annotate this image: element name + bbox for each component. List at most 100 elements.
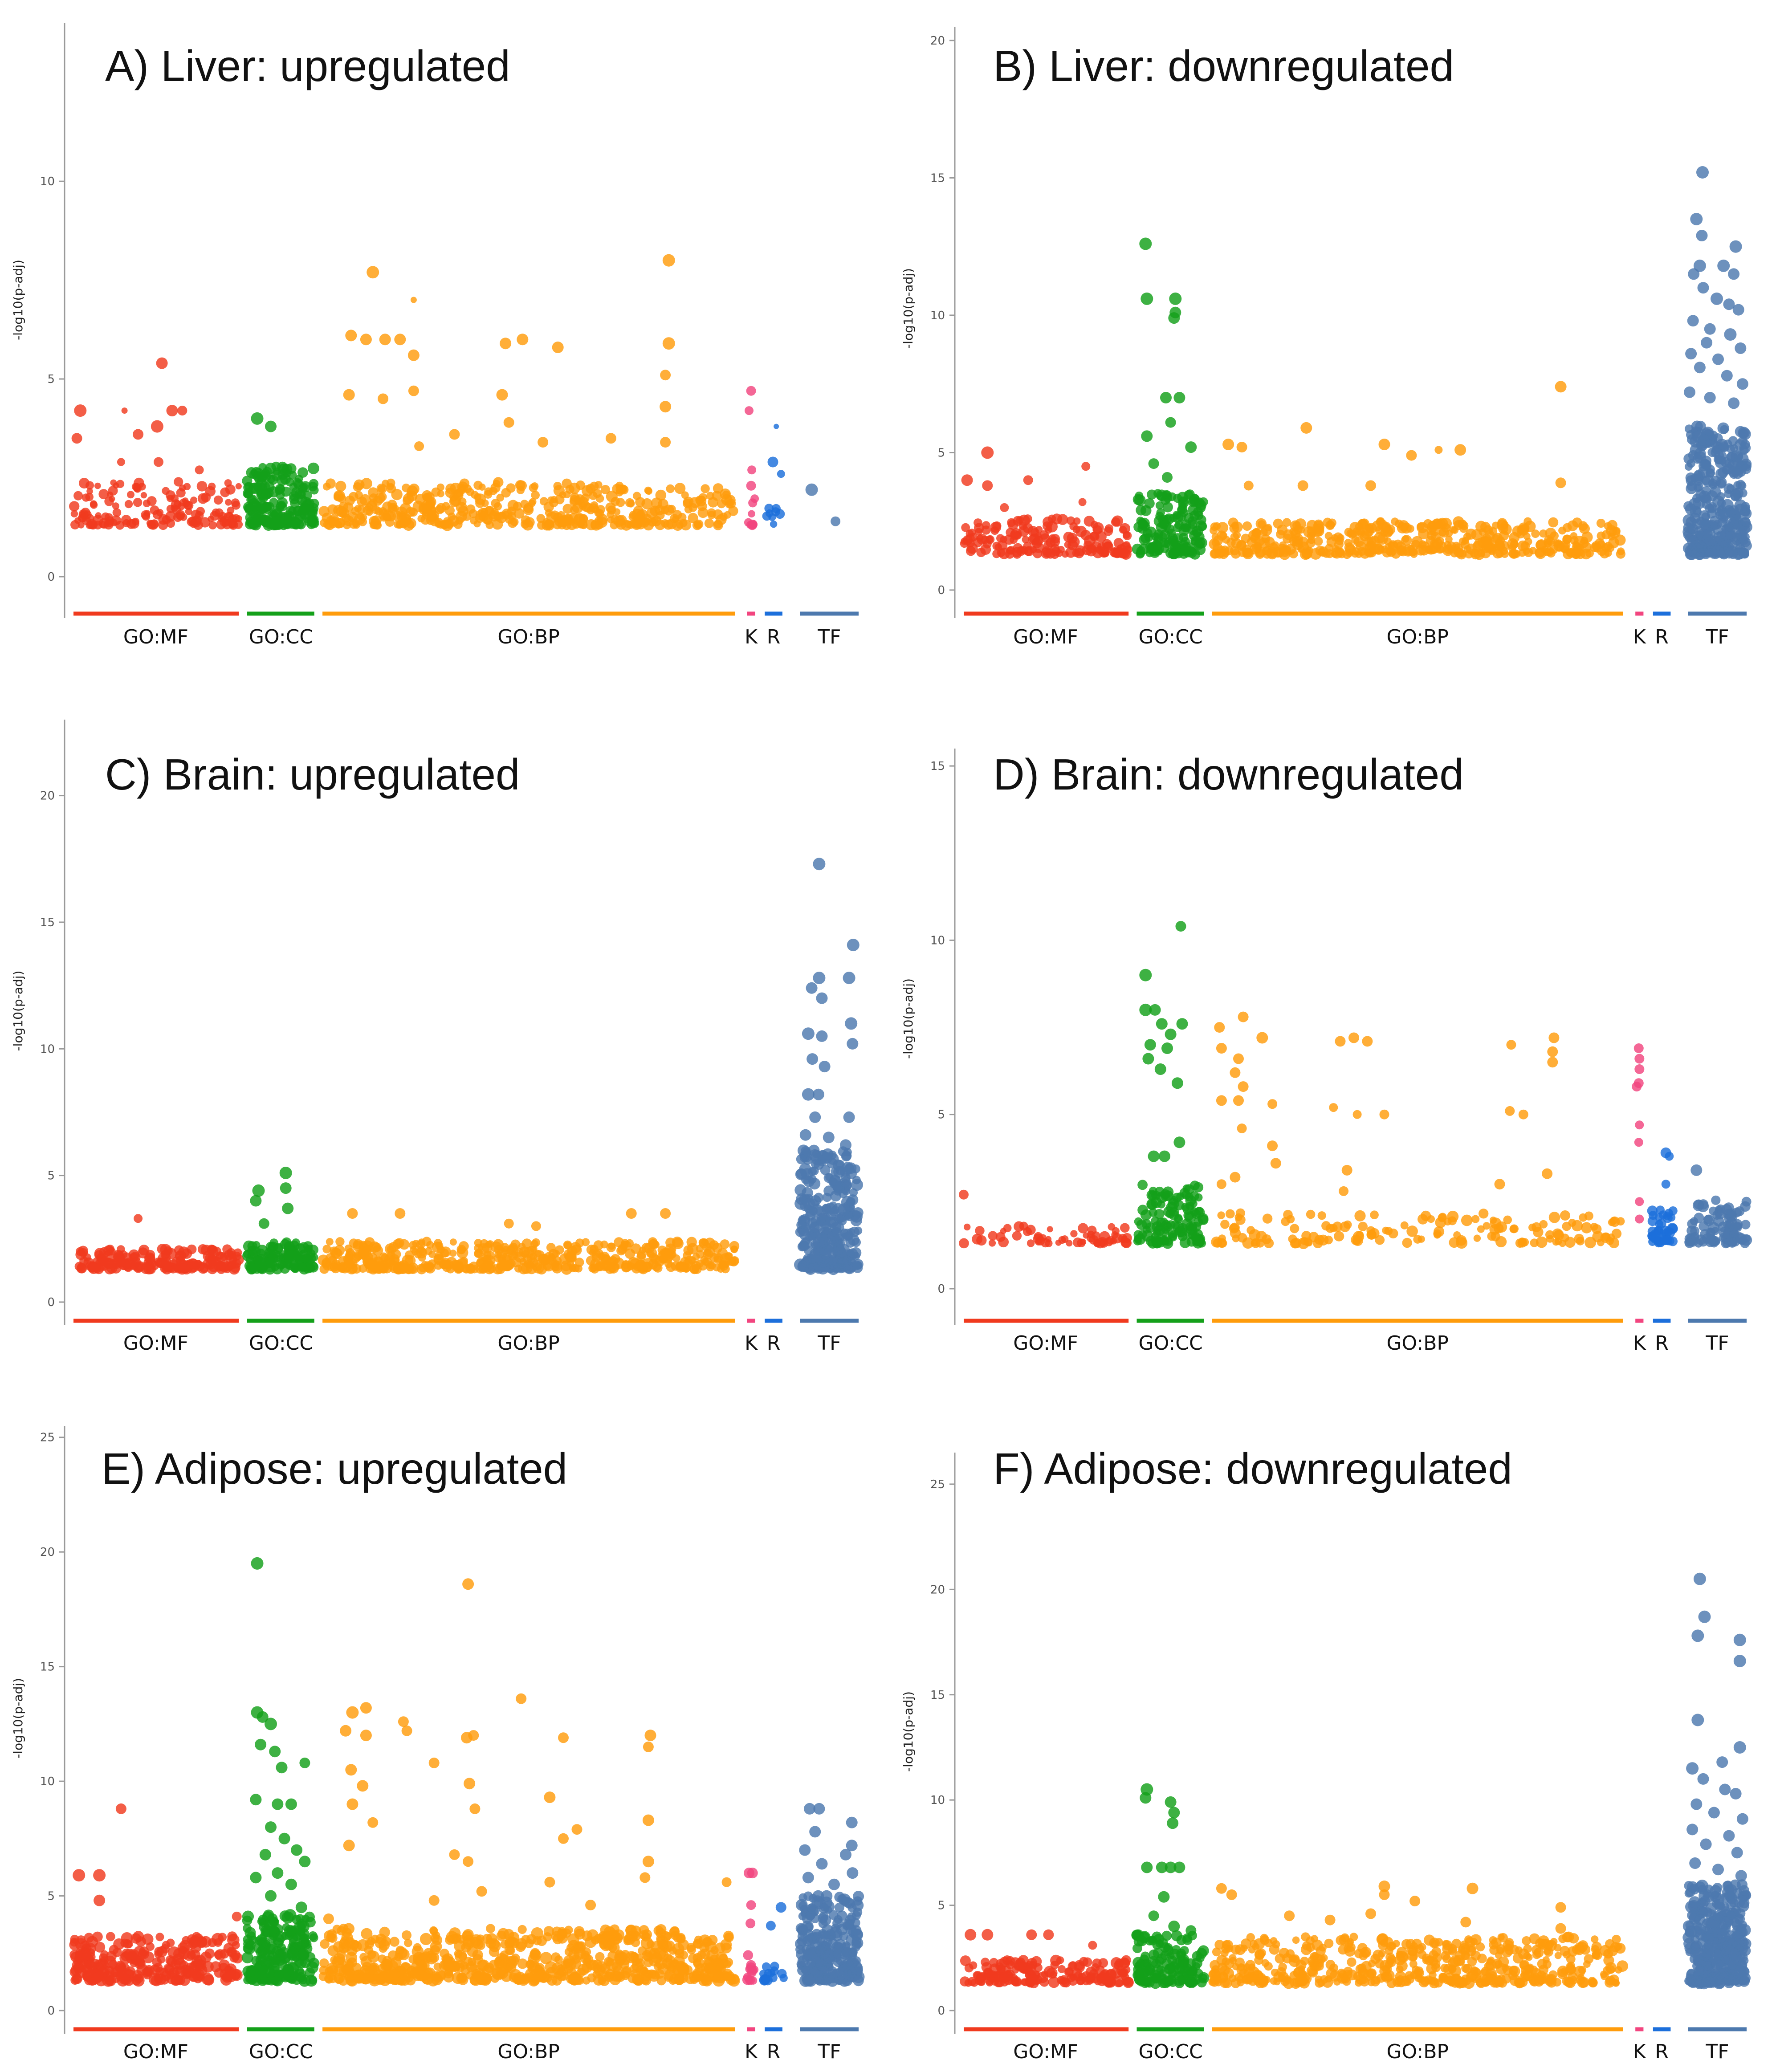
data-point-go-cc xyxy=(282,1202,294,1214)
data-point-go-bp xyxy=(1343,1220,1352,1229)
data-point-go-cc xyxy=(1165,1209,1175,1219)
data-point-go-bp xyxy=(688,513,698,523)
data-point-go-bp xyxy=(1233,531,1241,539)
data-point-go-cc xyxy=(1154,1209,1165,1219)
data-point-go-mf xyxy=(1012,1231,1022,1241)
data-point-go-bp xyxy=(621,1239,629,1247)
source-label: K xyxy=(745,1332,758,1355)
data-point-go-bp xyxy=(1571,1220,1583,1232)
data-point-tf xyxy=(831,1205,840,1214)
data-point-go-bp xyxy=(704,1238,715,1248)
data-point-go-bp xyxy=(1494,540,1505,552)
data-point-go-mf xyxy=(208,515,215,522)
data-point-go-cc xyxy=(1141,430,1153,442)
data-point-go-mf xyxy=(1078,498,1087,506)
data-point-go-cc xyxy=(1148,1150,1160,1162)
data-point-go-bp xyxy=(671,1262,680,1271)
data-point-r xyxy=(1648,1231,1658,1242)
data-point-go-mf xyxy=(188,1258,199,1269)
data-point-go-bp xyxy=(540,1952,552,1964)
data-point-go-bp xyxy=(631,519,642,530)
data-point-go-mf xyxy=(92,1931,103,1942)
data-point-go-mf xyxy=(197,493,208,504)
y-tick-label: 10 xyxy=(930,309,945,322)
data-point-tf xyxy=(796,1168,807,1179)
data-point-go-bp xyxy=(392,1239,403,1249)
data-point-go-bp xyxy=(456,1245,466,1254)
data-point-go-mf xyxy=(959,1189,969,1200)
data-point-go-bp xyxy=(364,1945,373,1954)
data-point-go-cc xyxy=(308,1245,319,1255)
data-point-go-mf xyxy=(163,1963,174,1974)
data-point-go-cc xyxy=(1179,1188,1189,1198)
data-point-go-bp xyxy=(1463,532,1472,541)
data-point-tf xyxy=(1741,1220,1751,1229)
data-point-go-mf xyxy=(208,521,217,529)
data-point-go-bp xyxy=(677,1939,689,1951)
source-label: GO:BP xyxy=(497,1332,560,1355)
data-point-go-bp xyxy=(1233,1053,1244,1064)
data-point-go-cc xyxy=(293,514,304,525)
data-point-tf xyxy=(835,1213,844,1223)
data-point-go-bp xyxy=(1512,550,1521,558)
data-point-tf xyxy=(1728,268,1740,280)
data-point-go-mf xyxy=(121,1951,131,1961)
data-point-tf xyxy=(803,1246,813,1255)
data-point-go-bp xyxy=(1264,524,1272,532)
data-point-go-cc xyxy=(302,499,313,511)
data-point-go-mf xyxy=(155,1966,164,1976)
data-point-tf xyxy=(825,1258,835,1269)
data-point-go-mf xyxy=(141,1262,150,1270)
data-point-go-mf xyxy=(117,1245,125,1254)
data-point-go-bp xyxy=(404,1938,412,1947)
data-point-tf xyxy=(849,1188,858,1197)
source-label: R xyxy=(767,1332,781,1355)
data-point-tf xyxy=(828,1910,839,1920)
data-point-go-bp xyxy=(561,1263,573,1275)
source-label: R xyxy=(767,626,781,648)
data-point-go-bp xyxy=(517,1925,527,1934)
data-point-go-bp xyxy=(689,1975,699,1984)
data-point-r xyxy=(1663,1234,1672,1243)
data-point-go-bp xyxy=(562,478,572,489)
data-point-go-cc xyxy=(258,1218,269,1229)
data-point-go-bp xyxy=(668,1946,677,1955)
data-point-tf xyxy=(1712,545,1725,558)
data-point-go-mf xyxy=(203,1974,215,1986)
data-point-go-bp xyxy=(552,1975,562,1986)
data-point-go-cc xyxy=(296,1918,307,1930)
data-point-tf xyxy=(809,1222,820,1233)
data-point-go-bp xyxy=(649,1239,659,1249)
data-point-go-bp xyxy=(1581,531,1593,543)
data-point-go-bp xyxy=(384,1254,395,1265)
data-point-go-bp xyxy=(1451,526,1459,534)
data-point-go-bp xyxy=(333,505,345,516)
data-point-go-bp xyxy=(407,349,420,361)
data-point-go-bp xyxy=(1373,544,1385,555)
data-point-go-bp xyxy=(1473,1234,1481,1242)
data-point-go-cc xyxy=(1150,1197,1162,1209)
data-point-go-bp xyxy=(662,254,675,267)
data-point-go-bp xyxy=(1222,439,1234,450)
data-point-r xyxy=(768,1973,778,1982)
data-point-go-bp xyxy=(1458,550,1466,558)
data-point-go-cc xyxy=(246,1931,256,1941)
data-point-go-mf xyxy=(156,357,168,369)
data-point-go-bp xyxy=(1585,1237,1597,1249)
data-point-go-cc xyxy=(1169,292,1182,305)
data-point-go-cc xyxy=(257,1917,266,1926)
data-point-go-bp xyxy=(379,334,391,346)
data-point-go-bp xyxy=(472,1950,483,1961)
data-point-go-cc xyxy=(1162,1238,1173,1249)
data-point-go-bp xyxy=(454,1261,463,1270)
data-point-go-mf xyxy=(102,1258,113,1268)
data-point-go-mf xyxy=(1074,548,1084,558)
data-point-r xyxy=(770,520,778,528)
data-point-go-cc xyxy=(1141,1219,1152,1229)
data-point-go-bp xyxy=(1400,1221,1409,1229)
data-point-go-bp xyxy=(674,483,686,494)
data-point-tf xyxy=(1721,370,1733,382)
data-point-go-mf xyxy=(110,479,117,486)
data-point-go-mf xyxy=(71,433,82,444)
